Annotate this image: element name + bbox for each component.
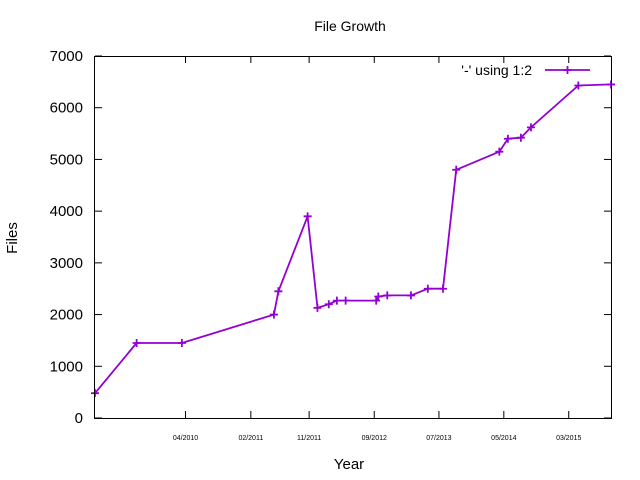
data-point <box>372 296 381 305</box>
legend: '-' using 1:2 <box>461 62 590 78</box>
data-point <box>274 287 283 296</box>
plot-frame <box>94 56 612 419</box>
data-point <box>374 292 383 301</box>
x-axis-label: Year <box>334 456 364 473</box>
series-layer <box>91 80 615 398</box>
data-point <box>324 300 333 309</box>
data-point <box>313 303 322 312</box>
x-tick-label: 11/2011 <box>297 435 321 442</box>
y-tick-label: 4000 <box>50 203 83 220</box>
data-point <box>303 212 312 221</box>
legend-label: '-' using 1:2 <box>461 62 532 78</box>
axis-ticks: 0 1000 2000 3000 4000 5000 6000 7000 04/2010 02/2… <box>50 48 611 442</box>
legend-marker <box>563 66 572 74</box>
x-tick-label: 07/2013 <box>426 435 451 442</box>
data-point <box>526 123 535 132</box>
y-tick-label: 2000 <box>50 307 83 324</box>
data-point <box>503 134 512 143</box>
x-tick-label: 03/2015 <box>556 435 581 442</box>
data-point <box>406 291 415 300</box>
x-tick-label: 05/2014 <box>491 435 516 442</box>
y-tick-label: 6000 <box>50 100 83 117</box>
y-tick-label: 1000 <box>50 358 83 375</box>
y-tick-label: 7000 <box>50 48 83 65</box>
y-tick-label: 3000 <box>50 255 83 272</box>
data-point <box>341 296 350 305</box>
data-point <box>452 165 461 174</box>
data-point <box>383 291 392 300</box>
x-tick-label: 09/2012 <box>362 435 387 442</box>
data-point <box>132 339 141 348</box>
data-point <box>495 147 504 156</box>
data-point <box>332 296 341 305</box>
y-axis-label: Files <box>4 222 21 254</box>
x-tick-label: 04/2010 <box>173 435 198 442</box>
data-point <box>177 339 186 348</box>
data-point <box>438 284 447 293</box>
data-point <box>574 81 583 90</box>
data-point <box>269 310 278 319</box>
series-line <box>94 83 612 394</box>
chart-title: File Growth <box>314 18 386 34</box>
data-point <box>423 284 432 293</box>
data-point <box>516 133 525 142</box>
x-tick-label: 02/2011 <box>238 435 263 442</box>
y-tick-label: 5000 <box>50 151 83 168</box>
y-tick-label: 0 <box>75 410 83 427</box>
